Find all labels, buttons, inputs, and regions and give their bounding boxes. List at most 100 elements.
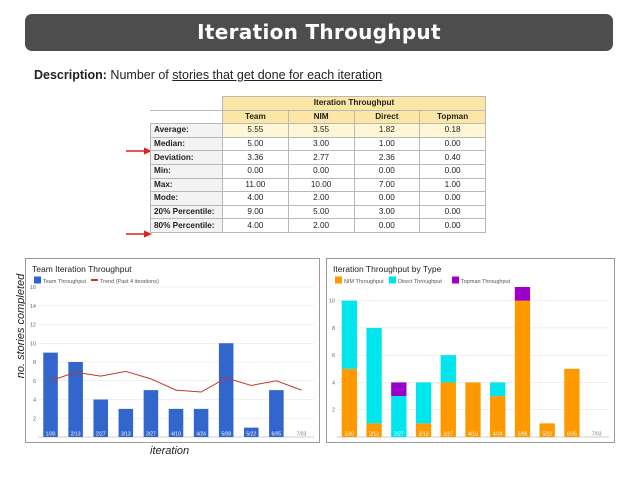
table-row-label: Median: xyxy=(150,136,223,152)
table-corner xyxy=(150,96,223,111)
table-header-direct: Direct xyxy=(353,109,421,125)
table-cell: 2.00 xyxy=(287,218,355,233)
x-tick-label: 5/08 xyxy=(221,432,231,438)
table-cell: 0.00 xyxy=(419,218,486,233)
x-tick-label: 6/05 xyxy=(567,432,577,438)
nim-bar-segment xyxy=(539,423,555,437)
x-tick-label: 5/08 xyxy=(518,432,528,438)
y-tick-label: 6 xyxy=(332,353,335,359)
table-cell: 7.00 xyxy=(353,177,421,193)
trend-line xyxy=(50,370,302,393)
team-bar xyxy=(168,408,184,437)
description-label: Description: xyxy=(34,68,107,82)
team-throughput-chart: Team Iteration Throughput Team Throughput… xyxy=(25,258,320,443)
table-cell: 3.36 xyxy=(222,150,289,165)
table-row: Max: 11.00 10.00 7.00 1.00 xyxy=(150,177,486,193)
x-tick-label: 3/27 xyxy=(146,432,156,438)
legend-label: Trend (Past 4 iterations) xyxy=(100,279,159,285)
chart-title: Team Iteration Throughput xyxy=(32,264,132,274)
x-tick-label: 3/13 xyxy=(419,432,429,438)
direct-bar-segment xyxy=(490,382,506,397)
table-row-label: Average: xyxy=(150,123,223,138)
x-tick-label: 4/24 xyxy=(196,432,206,438)
topman-bar-segment xyxy=(391,382,407,397)
table-cell: 1.82 xyxy=(353,123,421,138)
x-axis-label: iteration xyxy=(150,445,190,457)
x-tick-label: 5/22 xyxy=(542,432,552,438)
table-cell: 3.00 xyxy=(287,136,355,152)
team-bar xyxy=(193,408,209,437)
table-row-label: Max: xyxy=(150,177,223,193)
nim-bar-segment xyxy=(366,423,382,437)
y-tick-label: 14 xyxy=(30,304,36,310)
table-cell: 2.36 xyxy=(353,150,421,165)
nim-bar-segment xyxy=(415,423,432,437)
table-cell: 5.55 xyxy=(222,123,289,138)
legend-label: Direct Throughput xyxy=(398,279,442,285)
direct-bar-segment xyxy=(415,382,432,424)
table-cell: 0.00 xyxy=(419,136,486,152)
table-cell: 11.00 xyxy=(222,177,289,193)
description-text: Number of xyxy=(110,68,173,82)
nim-bar-segment xyxy=(341,368,358,437)
team-bar xyxy=(143,390,159,437)
description-link[interactable]: stories that get done for each iteration xyxy=(172,68,383,82)
slide-title: Iteration Throughput xyxy=(25,14,613,51)
nim-bar-segment xyxy=(465,382,481,437)
y-tick-label: 10 xyxy=(329,299,335,305)
table-cell: 10.00 xyxy=(287,177,355,193)
y-tick-label: 10 xyxy=(30,341,36,347)
table-row-label: Mode: xyxy=(150,191,223,206)
type-throughput-chart: Iteration Throughput by Type NIM Throughp… xyxy=(326,258,615,443)
team-bar xyxy=(269,390,284,437)
y-tick-label: 8 xyxy=(332,326,335,332)
y-tick-label: 16 xyxy=(30,285,36,291)
x-tick-label: 4/24 xyxy=(493,432,503,438)
chart-title: Iteration Throughput by Type xyxy=(333,264,442,274)
direct-bar-segment xyxy=(440,355,456,383)
table-row-label: Deviation: xyxy=(150,150,223,165)
y-tick-label: 12 xyxy=(30,323,36,329)
table-row-label: 80% Percentile: xyxy=(150,218,223,233)
table-cell: 0.00 xyxy=(353,191,421,206)
table-cell: 2.77 xyxy=(287,150,355,165)
team-bar xyxy=(118,408,134,437)
x-tick-label: 1/30 xyxy=(46,432,56,438)
x-tick-label: 7/03 xyxy=(592,432,602,438)
table-header-team: Team xyxy=(222,109,289,125)
team-throughput-svg: Team Iteration Throughput Team Throughput… xyxy=(30,264,314,438)
y-tick-label: 8 xyxy=(33,360,36,366)
direct-bar-segment xyxy=(391,396,407,437)
table-cell: 9.00 xyxy=(222,204,289,220)
table-row: 20% Percentile: 9.00 5.00 3.00 0.00 xyxy=(150,204,486,220)
table-row: Median: 5.00 3.00 1.00 0.00 xyxy=(150,136,486,152)
table-row: Mode: 4.00 2.00 0.00 0.00 xyxy=(150,191,486,206)
x-tick-label: 2/13 xyxy=(369,432,379,438)
x-tick-label: 3/13 xyxy=(121,432,131,438)
table-cell: 2.00 xyxy=(287,191,355,206)
table-cell: 0.00 xyxy=(353,163,421,179)
x-tick-label: 4/10 xyxy=(171,432,181,438)
table-cell: 5.00 xyxy=(222,136,289,152)
x-tick-label: 5/22 xyxy=(246,432,256,438)
team-bar xyxy=(243,427,259,437)
y-tick-label: 4 xyxy=(332,380,335,386)
legend-swatch xyxy=(34,276,41,284)
table-row-label: 20% Percentile: xyxy=(150,204,223,220)
table-cell: 0.00 xyxy=(419,163,486,179)
table-cell: 4.00 xyxy=(222,218,289,233)
table-header-topman: Topman xyxy=(419,109,486,125)
legend-swatch xyxy=(335,276,342,284)
x-tick-label: 3/27 xyxy=(443,432,453,438)
throughput-stats-table: Iteration Throughput Team NIM Direct Topman… xyxy=(150,96,486,242)
table-cell: 0.00 xyxy=(419,204,486,220)
table-cell: 1.00 xyxy=(353,136,421,152)
description: Description: Number of stories that get … xyxy=(34,68,382,82)
x-tick-label: 1/30 xyxy=(344,432,354,438)
percentile-arrow-icon xyxy=(126,230,152,238)
y-tick-label: 2 xyxy=(332,408,335,414)
table-cell: 4.00 xyxy=(222,191,289,206)
table-cell: 1.00 xyxy=(419,177,486,193)
table-row: Min: 0.00 0.00 0.00 0.00 xyxy=(150,163,486,179)
topman-bar-segment xyxy=(514,287,531,301)
